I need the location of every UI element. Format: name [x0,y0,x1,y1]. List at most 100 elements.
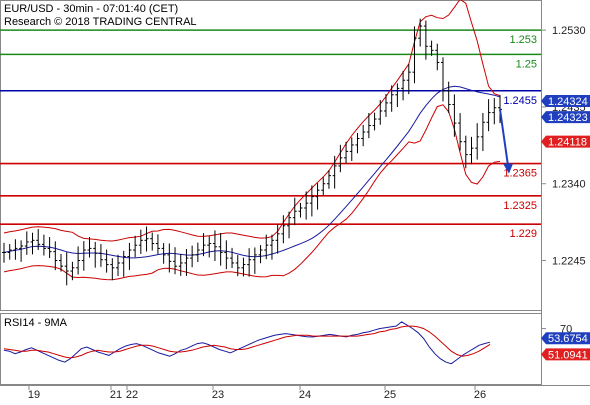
x-tick-label: 26 [474,389,486,400]
candle [452,94,457,137]
candle [47,237,52,259]
level-label: 1.2325 [503,200,537,212]
x-tick-label: 24 [299,389,311,400]
bollinger-bands [3,0,501,281]
candle [275,224,280,254]
candle [463,135,468,169]
candle [406,64,411,95]
candle [344,141,349,164]
candle [195,242,200,263]
price-tag [541,111,590,124]
candle [258,245,263,264]
price-tag-label: 1.24118 [548,137,587,149]
x-tick-label: 19 [28,389,40,400]
rsi-layer [3,321,491,365]
candle [281,215,286,244]
candle [19,240,24,262]
candle [178,253,183,276]
candle [116,254,121,277]
candle [76,246,81,275]
chart-header-line1: EUR/USD - 30min - 07:01:40 (CET) [4,3,178,15]
candle [104,249,109,273]
candle [138,229,143,254]
candle [87,237,92,258]
rsi-label: RSI14 - 9MA [4,317,68,329]
candles-layer [2,18,502,286]
rsi-value-tag-label: 53.6754 [548,333,588,345]
candle [2,242,6,263]
price-tag [541,95,590,108]
candle [446,81,451,114]
y-tick-label: 1.2530 [552,25,586,37]
level-label: 1.2365 [503,168,537,180]
candle [315,183,320,210]
x-tick-label: 21 [110,389,122,400]
candle [150,232,155,251]
candle [7,244,12,260]
candle [127,242,132,270]
candle [332,155,337,189]
price-tags: 1.24324 1.24323 1.24118 53.6754 51.0941 [541,95,590,361]
x-axis-ticks: 19 21 22 23 24 25 26 [28,385,486,401]
candle [224,240,229,270]
candle [412,26,417,84]
lower-band [3,104,501,281]
candle [81,241,86,271]
candle [440,57,445,102]
candle [41,234,46,256]
projection-arrow-shaft [499,109,509,166]
candle [121,250,126,277]
candle [218,232,223,266]
candle [190,245,195,268]
candle [304,191,309,220]
candle [458,113,463,151]
price-tag [541,135,590,148]
candle [70,261,75,281]
candle [355,132,360,154]
projection-layer [499,109,513,174]
candle [366,113,371,139]
price-tag-label: 1.24323 [548,112,588,124]
candle [326,170,331,189]
price-panel [0,0,542,311]
candle [212,230,217,262]
candle [475,123,480,160]
candle [161,243,166,264]
candle [395,83,400,107]
x-tick-label: 23 [212,389,224,400]
candle [372,112,377,131]
candle [24,231,29,255]
candle [349,137,354,161]
level-label: 1.2455 [503,95,537,107]
candle [133,235,138,258]
candle [401,71,406,101]
candle [207,236,212,258]
candle [201,233,206,257]
chart-header-line2: Research © 2018 TRADING CENTRAL [4,16,197,28]
candle [167,243,172,273]
candle [241,257,246,277]
candle [287,211,292,239]
candle [64,252,69,286]
rsi-ma-line [3,325,491,359]
levels-layer: 1.253 1.25 1.2455 1.2365 1.2325 1.229 [0,29,541,240]
ma-line [3,85,501,259]
candle [492,98,497,125]
projection-arrow-head [503,163,513,174]
candle [264,234,269,260]
candle [418,18,423,47]
candle [292,197,297,226]
candle [230,247,235,269]
moving-average [3,85,501,259]
candle [469,136,474,165]
candle [184,249,189,276]
rsi-value-tag-label: 51.0941 [548,349,588,361]
candle [435,43,440,71]
level-label: 1.229 [509,228,537,240]
price-tag-label: 1.24324 [548,96,588,108]
candle [298,202,303,218]
rsi-value-tag [541,332,590,345]
candle [269,234,274,260]
